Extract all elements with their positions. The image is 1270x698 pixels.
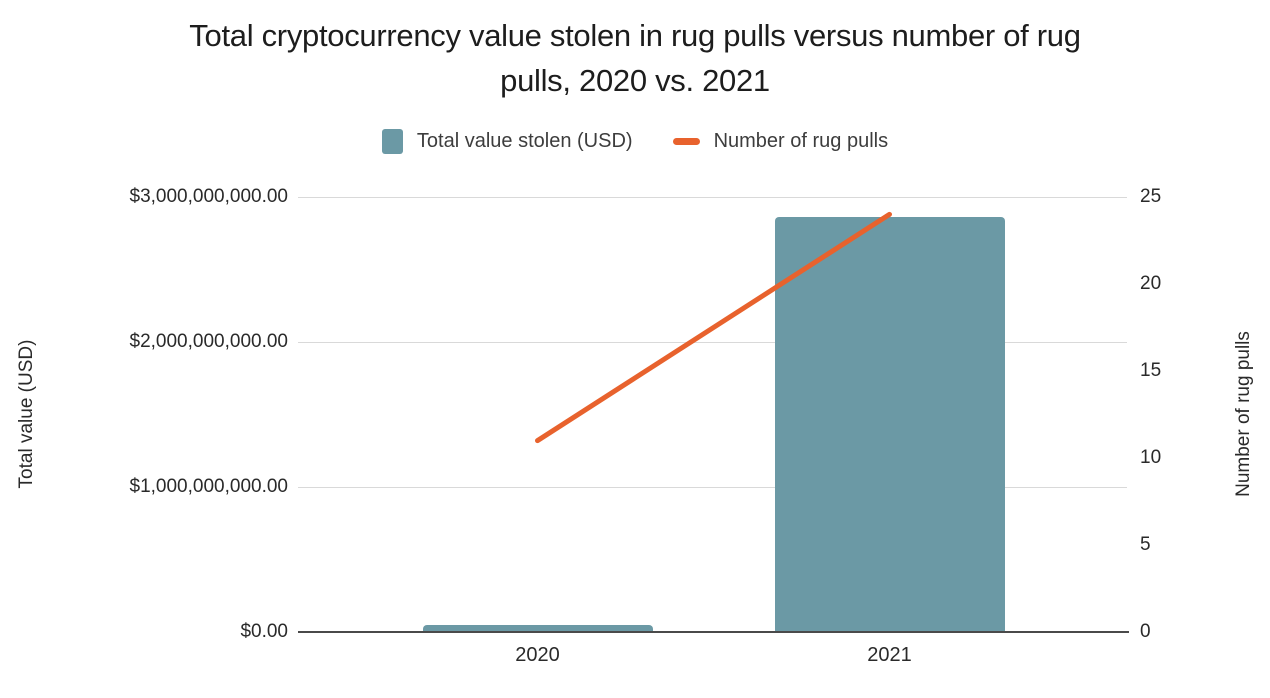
legend-item-total-value: Total value stolen (USD) xyxy=(381,129,633,154)
x-axis-line xyxy=(298,631,1129,633)
gridline xyxy=(298,196,1127,198)
left-axis-tick-label: $3,000,000,000.00 xyxy=(129,186,289,207)
right-axis-tick-label: 10 xyxy=(1140,447,1162,468)
line-series-swatch-icon xyxy=(672,138,700,145)
left-axis-tick-label: $1,000,000,000.00 xyxy=(129,476,289,497)
chart-title-line2: pulls, 2020 vs. 2021 xyxy=(500,63,770,98)
x-axis-label-2020: 2020 xyxy=(515,644,560,666)
legend-item-rug-pulls: Number of rug pulls xyxy=(672,130,889,153)
right-axis-tick-label: 0 xyxy=(1140,621,1151,642)
chart-title: Total cryptocurrency value stolen in rug… xyxy=(0,13,1270,103)
left-axis-title: Total value (USD) xyxy=(16,339,37,489)
right-axis-title: Number of rug pulls xyxy=(1233,331,1254,497)
bar-2020 xyxy=(422,625,653,632)
legend-label-total-value: Total value stolen (USD) xyxy=(416,130,633,152)
x-axis-label-2021: 2021 xyxy=(867,644,912,666)
right-axis-tick-label: 5 xyxy=(1140,534,1151,555)
right-axis-tick-label: 25 xyxy=(1140,186,1162,207)
legend: Total value stolen (USD) Number of rug p… xyxy=(0,129,1270,154)
chart-title-line1: Total cryptocurrency value stolen in rug… xyxy=(189,18,1081,53)
gridline xyxy=(298,486,1127,488)
left-axis-tick-label: $2,000,000,000.00 xyxy=(129,331,289,352)
right-axis-tick-label: 15 xyxy=(1140,360,1162,381)
bar-2021 xyxy=(774,217,1005,632)
bar-series-swatch-icon xyxy=(381,129,403,154)
legend-label-rug-pulls: Number of rug pulls xyxy=(713,130,889,152)
left-axis-tick-label: $0.00 xyxy=(240,621,288,642)
right-axis-tick-label: 20 xyxy=(1140,273,1162,294)
